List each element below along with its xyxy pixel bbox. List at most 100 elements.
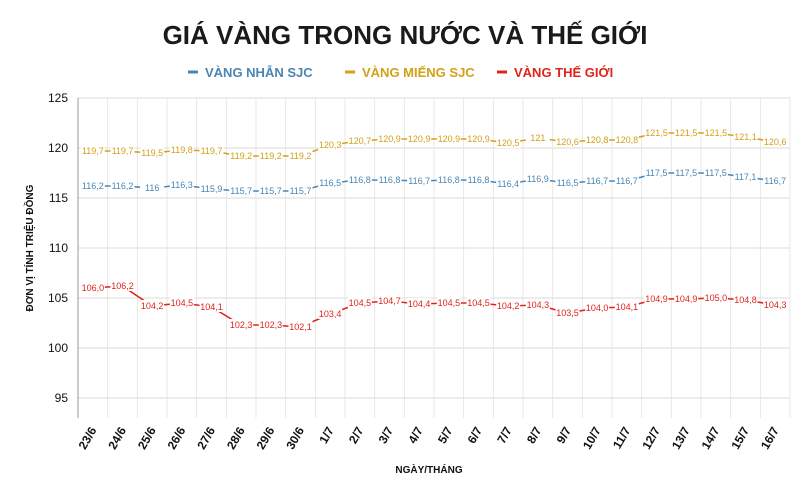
data-label-bg bbox=[436, 297, 461, 308]
data-label: 119,2 bbox=[230, 151, 252, 161]
y-tick-label: 100 bbox=[48, 341, 68, 355]
data-label-bg bbox=[555, 136, 580, 147]
data-label-bg bbox=[199, 301, 224, 312]
x-tick-label: 11/7 bbox=[610, 424, 634, 451]
data-label: 102,3 bbox=[230, 320, 253, 330]
x-tick-label: 8/7 bbox=[524, 424, 545, 446]
data-label-bg bbox=[525, 173, 550, 184]
data-label-bg bbox=[377, 295, 402, 306]
data-label: 104,9 bbox=[675, 294, 698, 304]
data-label-bg bbox=[466, 174, 491, 185]
data-label: 115,9 bbox=[201, 184, 223, 194]
data-label: 116 bbox=[145, 183, 159, 193]
data-label-bg bbox=[258, 150, 283, 161]
data-label-bg bbox=[644, 167, 669, 178]
data-label: 121,1 bbox=[734, 132, 757, 142]
data-label-bg bbox=[703, 292, 728, 303]
data-label-bg bbox=[585, 302, 610, 313]
data-label-bg bbox=[644, 127, 669, 138]
data-label-bg bbox=[407, 133, 432, 144]
data-label: 119,7 bbox=[201, 146, 223, 156]
data-label-bg bbox=[555, 177, 580, 188]
data-label-bg bbox=[347, 174, 372, 185]
data-label: 102,3 bbox=[260, 320, 283, 330]
data-label-bg bbox=[763, 136, 788, 147]
x-tick-label: 25/6 bbox=[135, 424, 159, 452]
data-label-bg bbox=[80, 282, 105, 293]
x-tick-label: 16/7 bbox=[758, 424, 782, 452]
x-tick-label: 2/7 bbox=[346, 424, 367, 446]
data-label-bg bbox=[110, 280, 135, 291]
data-label: 104,4 bbox=[408, 299, 431, 309]
data-label-bg bbox=[199, 145, 224, 156]
data-label-bg bbox=[525, 299, 550, 310]
series-lines: 116,2 116,2 116 116,3 115,9 115,7 115,7 115,7 11… bbox=[80, 127, 788, 332]
data-label: 115,7 bbox=[260, 186, 282, 196]
data-label: 104,9 bbox=[645, 294, 668, 304]
data-label-bg bbox=[436, 174, 461, 185]
x-tick-label: 9/7 bbox=[554, 424, 575, 446]
data-label-bg bbox=[733, 171, 758, 182]
data-label-bg bbox=[169, 297, 194, 308]
data-label: 104,5 bbox=[467, 298, 490, 308]
data-label-bg bbox=[763, 175, 788, 186]
data-label-bg bbox=[110, 145, 135, 156]
data-label: 116,5 bbox=[319, 178, 341, 188]
data-label-bg bbox=[80, 145, 105, 156]
data-label: 104,3 bbox=[527, 300, 550, 310]
data-label-bg bbox=[377, 174, 402, 185]
data-label: 104,5 bbox=[171, 298, 194, 308]
data-label: 117,1 bbox=[735, 172, 757, 182]
data-label-bg bbox=[288, 150, 313, 161]
x-tick-label: 3/7 bbox=[376, 424, 397, 446]
data-label: 116,7 bbox=[616, 176, 638, 186]
data-label-bg bbox=[347, 135, 372, 146]
chart-legend: VÀNG NHẪN SJC VÀNG MIẾNG SJC VÀNG THẾ GIỚI bbox=[188, 65, 613, 80]
data-label-bg bbox=[229, 150, 254, 161]
data-label: 119,8 bbox=[171, 145, 193, 155]
data-label-bg bbox=[466, 297, 491, 308]
data-label: 116,7 bbox=[764, 176, 786, 186]
data-label: 120,3 bbox=[319, 140, 342, 150]
data-label: 116,8 bbox=[438, 175, 460, 185]
data-label-bg bbox=[644, 293, 669, 304]
y-tick-label: 95 bbox=[55, 391, 69, 405]
y-tick-label: 110 bbox=[49, 241, 68, 255]
data-label-bg bbox=[169, 144, 194, 155]
data-label: 106,0 bbox=[82, 283, 105, 293]
data-label-bg bbox=[377, 133, 402, 144]
chart-title: GIÁ VÀNG TRONG NƯỚC VÀ THẾ GIỚI bbox=[163, 20, 648, 50]
data-label-bg bbox=[318, 139, 343, 150]
data-label-bg bbox=[733, 131, 758, 142]
y-tick-label: 115 bbox=[49, 191, 68, 205]
data-label: 120,8 bbox=[616, 135, 639, 145]
x-tick-label: 10/7 bbox=[580, 424, 604, 452]
y-axis-label: ĐƠN VỊ TÍNH TRIỆU ĐỒNG bbox=[23, 184, 36, 311]
data-label: 117,5 bbox=[646, 168, 668, 178]
data-label-bg bbox=[140, 147, 165, 158]
data-label-bg bbox=[585, 175, 610, 186]
y-tick-label: 120 bbox=[48, 141, 68, 155]
data-label-bg bbox=[318, 308, 343, 319]
data-label: 104,2 bbox=[141, 301, 164, 311]
x-tick-label: 4/7 bbox=[405, 424, 426, 446]
data-label-bg bbox=[733, 294, 758, 305]
data-label: 116,8 bbox=[468, 175, 490, 185]
x-tick-label: 27/6 bbox=[194, 424, 218, 452]
data-label: 119,2 bbox=[260, 151, 282, 161]
x-tick-label: 24/6 bbox=[105, 424, 129, 452]
data-label-bg bbox=[525, 132, 550, 143]
data-label-bg bbox=[614, 134, 639, 145]
data-label-bg bbox=[80, 180, 105, 191]
data-label: 120,7 bbox=[349, 136, 372, 146]
x-tick-label: 14/7 bbox=[699, 424, 723, 452]
data-label: 116,2 bbox=[112, 181, 134, 191]
x-tick-label: 6/7 bbox=[465, 424, 486, 446]
data-label-bg bbox=[407, 175, 432, 186]
data-label-bg bbox=[258, 319, 283, 330]
data-label-bg bbox=[703, 167, 728, 178]
data-label-bg bbox=[674, 127, 699, 138]
data-label-bg bbox=[674, 293, 699, 304]
data-label: 120,9 bbox=[438, 134, 461, 144]
